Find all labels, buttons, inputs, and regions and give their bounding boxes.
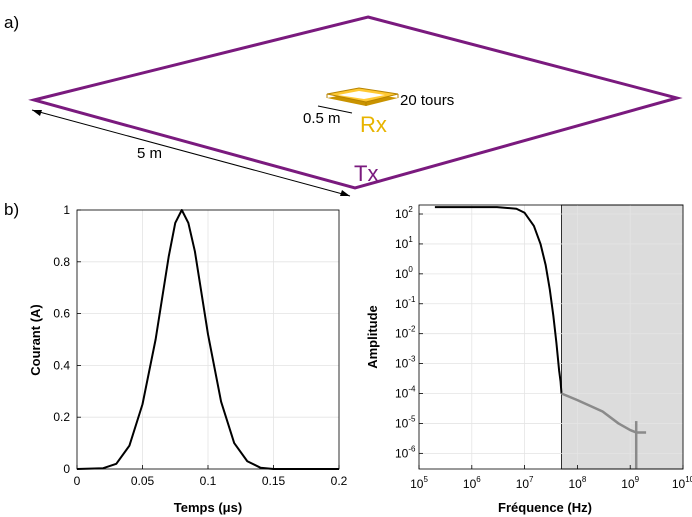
current-chart-series	[76, 209, 339, 470]
current-series-line	[76, 209, 339, 470]
y-tick-label: 102	[395, 205, 413, 221]
spectrum-chart-xlabel: Fréquence (Hz)	[498, 500, 592, 515]
current-chart: 0 0.05 0.1 0.15 0.2 0 0.2 0.4 0.6 0.8 1 Temps (μs)…	[28, 203, 348, 515]
x-tick-label: 0	[74, 474, 81, 488]
rx-label: Rx	[360, 112, 387, 137]
spectrum-series-line	[434, 206, 563, 394]
spectrum-chart-frame	[418, 204, 684, 470]
dimension-label: 5 m	[137, 145, 162, 162]
rx-side-label: 0.5 m	[303, 110, 341, 127]
current-chart-ylabel: Courant (A)	[28, 304, 43, 376]
current-chart-xlabel: Temps (μs)	[174, 500, 242, 515]
y-tick-label: 0.8	[53, 255, 70, 269]
x-tick-label: 0.1	[200, 474, 217, 488]
current-chart-ticks: 0 0.05 0.1 0.15 0.2 0 0.2 0.4 0.6 0.8 1	[53, 203, 347, 488]
x-tick-label: 0.2	[331, 474, 348, 488]
y-tick-label: 10-2	[395, 325, 416, 341]
rx-coil	[326, 87, 399, 106]
panel-b-label: b)	[4, 200, 19, 219]
spectrum-chart-series	[434, 206, 647, 469]
y-tick-label: 10-5	[395, 414, 416, 430]
spectrum-chart-grid	[418, 205, 684, 469]
y-tick-label: 1	[63, 203, 70, 217]
tx-loop	[28, 15, 683, 190]
rx-turns-label: 20 tours	[400, 92, 454, 109]
dimension-arrow	[31, 109, 351, 197]
x-tick-label: 108	[568, 475, 586, 491]
rx-side-marker	[317, 105, 353, 114]
y-tick-label: 10-1	[395, 295, 416, 311]
spectrum-chart-ticks: 105 106 107 108 109 1010 102 101 100 10-1 10-2 10-3…	[395, 205, 692, 491]
y-tick-label: 101	[395, 235, 413, 251]
spectrum-chart-ylabel: Amplitude	[365, 305, 380, 369]
x-tick-label: 1010	[672, 475, 692, 491]
y-tick-label: 10-3	[395, 355, 416, 371]
y-tick-label: 10-6	[395, 444, 416, 460]
x-tick-label: 105	[410, 475, 428, 491]
x-tick-label: 107	[516, 475, 534, 491]
x-tick-label: 106	[463, 475, 481, 491]
spectrum-chart-shaded-region	[561, 204, 684, 470]
y-tick-label: 100	[395, 265, 413, 281]
x-tick-label: 109	[621, 475, 639, 491]
y-tick-label: 0	[63, 462, 70, 476]
y-tick-label: 10-4	[395, 385, 416, 401]
y-tick-label: 0.2	[53, 410, 70, 424]
spectrum-chart: 105 106 107 108 109 1010 102 101 100 10-1 10-2 10-3…	[365, 204, 692, 515]
x-tick-label: 0.15	[262, 474, 286, 488]
y-tick-label: 0.4	[53, 358, 70, 372]
panel-a-label: a)	[4, 13, 19, 32]
tx-label: Tx	[354, 161, 378, 186]
y-tick-label: 0.6	[53, 307, 70, 321]
x-tick-label: 0.05	[131, 474, 155, 488]
